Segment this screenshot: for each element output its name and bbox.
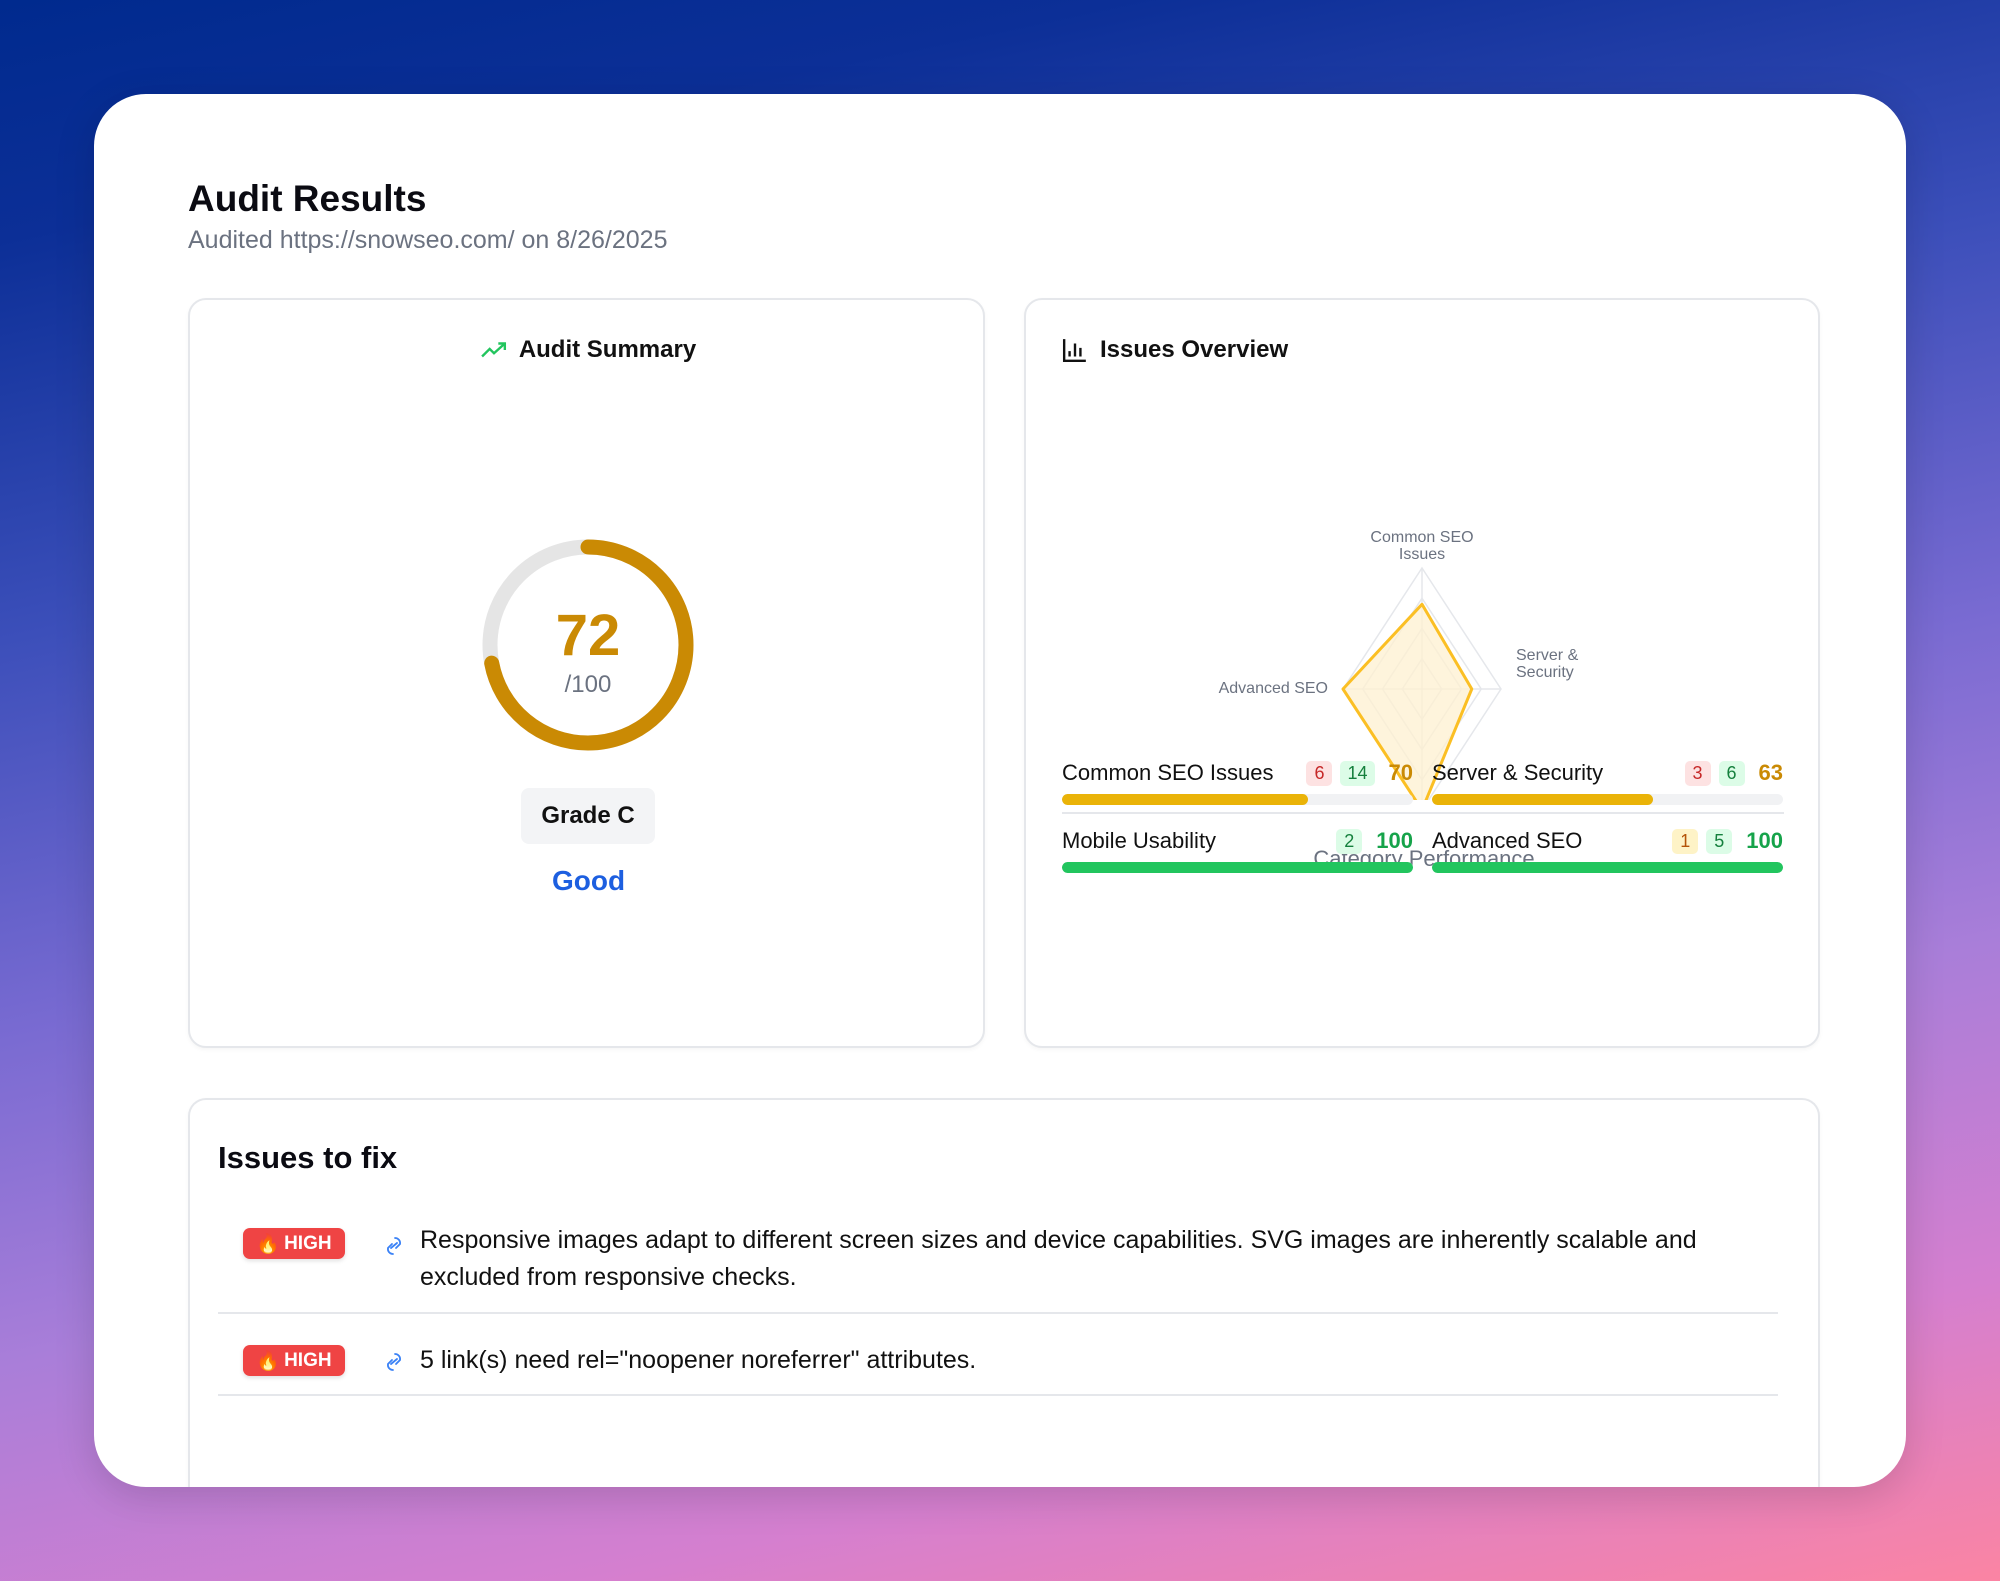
count-badge: 5 <box>1706 828 1733 854</box>
audit-summary-panel: Audit Summary 72 /100 Grade C Good <box>188 298 985 1048</box>
progress-bar <box>1432 794 1783 805</box>
fire-icon: 🔥 <box>256 1350 281 1372</box>
page-subtitle: Audited https://snowseo.com/ on 8/26/202… <box>188 226 668 254</box>
radar-axis-label: Common SEO <box>1370 529 1473 546</box>
severity-badge: 🔥 HIGH <box>243 1345 345 1376</box>
count-badge: 6 <box>1306 760 1333 786</box>
radar-axis-label: Issues <box>1399 546 1445 563</box>
score-donut: 72 /100 <box>482 539 694 751</box>
severity-badge: 🔥 HIGH <box>243 1228 345 1259</box>
issues-overview-header: Issues Overview <box>1062 336 1288 364</box>
fire-icon: 🔥 <box>256 1233 281 1255</box>
category-label: Advanced SEO <box>1432 828 1583 853</box>
bar-chart-icon <box>1062 339 1086 363</box>
category-common-seo-issues: Common SEO Issues 6 14 70 <box>1062 758 1413 805</box>
score-value: 72 <box>556 603 621 668</box>
category-score: 70 <box>1388 760 1413 785</box>
category-label: Mobile Usability <box>1062 828 1217 853</box>
issues-title: Issues to fix <box>218 1140 398 1175</box>
progress-bar <box>1062 862 1413 873</box>
issues-overview-panel: Issues Overview Common SEO Issues Server &… <box>1024 298 1820 1048</box>
radar-axis-label: Server & <box>1516 647 1579 664</box>
progress-fill <box>1432 794 1654 805</box>
issue-text: Responsive images adapt to different scr… <box>420 1226 1697 1291</box>
category-label: Common SEO Issues <box>1062 760 1274 785</box>
category-server-security: Server & Security 3 6 63 <box>1432 758 1783 805</box>
rating-label: Good <box>551 865 626 896</box>
issues-overview-title: Issues Overview <box>1100 336 1289 363</box>
count-badge: 1 <box>1672 828 1699 854</box>
page-title: Audit Results <box>188 178 427 219</box>
progress-fill <box>1062 862 1413 873</box>
link-icon <box>387 1353 401 1371</box>
trending-up-icon <box>481 342 506 358</box>
grade-badge: Grade C <box>521 788 655 844</box>
category-label: Server & Security <box>1432 760 1604 785</box>
progress-fill <box>1062 794 1308 805</box>
issue-row[interactable]: 🔥 HIGH Responsive images adapt to differe… <box>218 1210 1778 1314</box>
category-score: 100 <box>1376 828 1413 853</box>
score-arc <box>482 539 694 751</box>
category-advanced-seo: Advanced SEO 1 5 100 <box>1432 826 1783 873</box>
category-mobile-usability: Mobile Usability 2 100 <box>1062 826 1413 873</box>
audit-summary-header: Audit Summary <box>190 336 987 364</box>
audit-card: Audit Results Audited https://snowseo.co… <box>94 94 1906 1487</box>
count-badge: 3 <box>1684 760 1711 786</box>
progress-bar <box>1062 794 1413 805</box>
radar-grid-ring <box>1342 566 1502 800</box>
category-score: 63 <box>1758 760 1783 785</box>
count-badge: 6 <box>1718 760 1745 786</box>
score-max: /100 <box>565 671 612 698</box>
issues-panel: Issues to fix 🔥 HIGH Responsive images ad… <box>188 1098 1820 1487</box>
issue-row[interactable]: 🔥 HIGH 5 link(s) need rel="noopener noref… <box>218 1314 1778 1396</box>
count-badge: 2 <box>1336 828 1363 854</box>
count-badge: 14 <box>1340 760 1375 786</box>
progress-fill <box>1432 862 1783 873</box>
radar-axis-label: Security <box>1516 664 1574 681</box>
radar-axis-label: Advanced SEO <box>1219 680 1328 697</box>
issue-text: 5 link(s) need rel="noopener noreferrer"… <box>420 1346 977 1374</box>
category-score: 100 <box>1746 828 1783 853</box>
divider <box>1062 812 1784 814</box>
progress-bar <box>1432 862 1783 873</box>
audit-summary-title: Audit Summary <box>518 336 697 363</box>
radar-series <box>1341 602 1474 800</box>
link-icon <box>387 1237 401 1255</box>
